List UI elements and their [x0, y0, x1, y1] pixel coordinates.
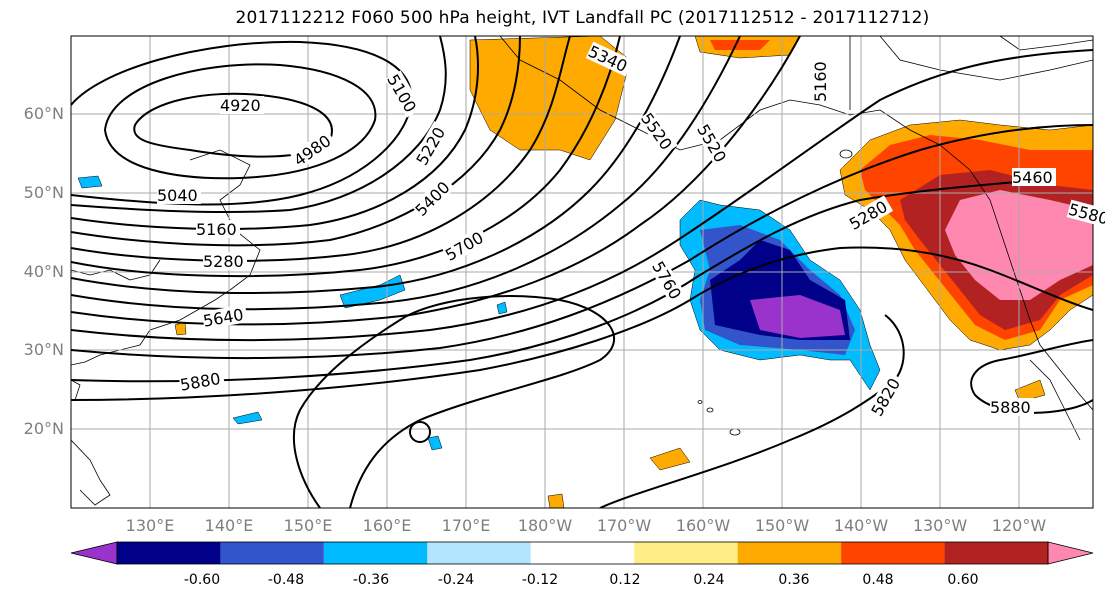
- colorbar-tick-label: -0.36: [352, 572, 390, 588]
- lon-label: 160°W: [675, 516, 731, 535]
- colorbar-cell: [117, 542, 221, 564]
- colorbar-cell: [323, 542, 428, 564]
- colorbar-cell: [530, 542, 635, 564]
- colorbar-cell: [737, 542, 842, 564]
- lat-label-40n: 40°N: [23, 262, 64, 281]
- colorbar-cell: [427, 542, 531, 564]
- lon-label: 140°W: [833, 516, 889, 535]
- lon-label: 120°W: [991, 516, 1047, 535]
- contour-label: 5280: [203, 252, 244, 271]
- map-panel: 4920 4980 5040 5100 5160 5160 5220 5280 …: [70, 35, 1105, 509]
- lat-label-30n: 30°N: [23, 340, 64, 359]
- colorbar-tick-label: 0.60: [947, 572, 979, 588]
- colorbar-tick-label: -0.12: [521, 572, 559, 588]
- lon-label: 150°W: [754, 516, 810, 535]
- lat-label-20n: 20°N: [23, 419, 64, 438]
- colorbar-cell: [220, 542, 324, 564]
- lat-label-60n: 60°N: [23, 104, 64, 123]
- contour-label: 5160: [811, 61, 830, 102]
- colorbar-tick-label: 0.36: [778, 572, 810, 588]
- contour-label: 5040: [157, 186, 198, 205]
- ivt-shading: [77, 36, 1093, 508]
- colorbar: [70, 541, 1094, 565]
- contour-label: 5460: [1012, 168, 1053, 187]
- contour-label: 4920: [220, 96, 261, 115]
- lon-label: 130°W: [912, 516, 968, 535]
- colorbar-tick-label: -0.60: [183, 572, 221, 588]
- contour-label: 5880: [990, 398, 1031, 417]
- colorbar-tick-label: 0.48: [862, 572, 894, 588]
- colorbar-tick-label: 0.12: [609, 572, 641, 588]
- lon-label: 170°E: [441, 516, 491, 535]
- colorbar-cell: [841, 542, 945, 564]
- lon-label: 160°E: [362, 516, 412, 535]
- map-title: 2017112212 F060 500 hPa height, IVT Land…: [235, 8, 930, 28]
- contour-label: 5160: [196, 220, 237, 239]
- lon-label: 150°E: [283, 516, 333, 535]
- lon-label: 140°E: [204, 516, 254, 535]
- colorbar-extend-min: [70, 541, 118, 565]
- lon-label: 130°E: [125, 516, 175, 535]
- graticule: [71, 36, 1093, 508]
- colorbar-tick-label: -0.48: [267, 572, 305, 588]
- colorbar-tick-label: -0.24: [437, 572, 475, 588]
- colorbar-frame: [116, 541, 1049, 565]
- lon-label: 170°W: [596, 516, 652, 535]
- colorbar-tick-label: 0.24: [693, 572, 725, 588]
- colorbar-cell: [944, 542, 1048, 564]
- colorbar-extend-max: [1047, 541, 1094, 565]
- colorbar-cell: [634, 542, 738, 564]
- lat-label-50n: 50°N: [23, 183, 64, 202]
- lon-label: 180°W: [517, 516, 573, 535]
